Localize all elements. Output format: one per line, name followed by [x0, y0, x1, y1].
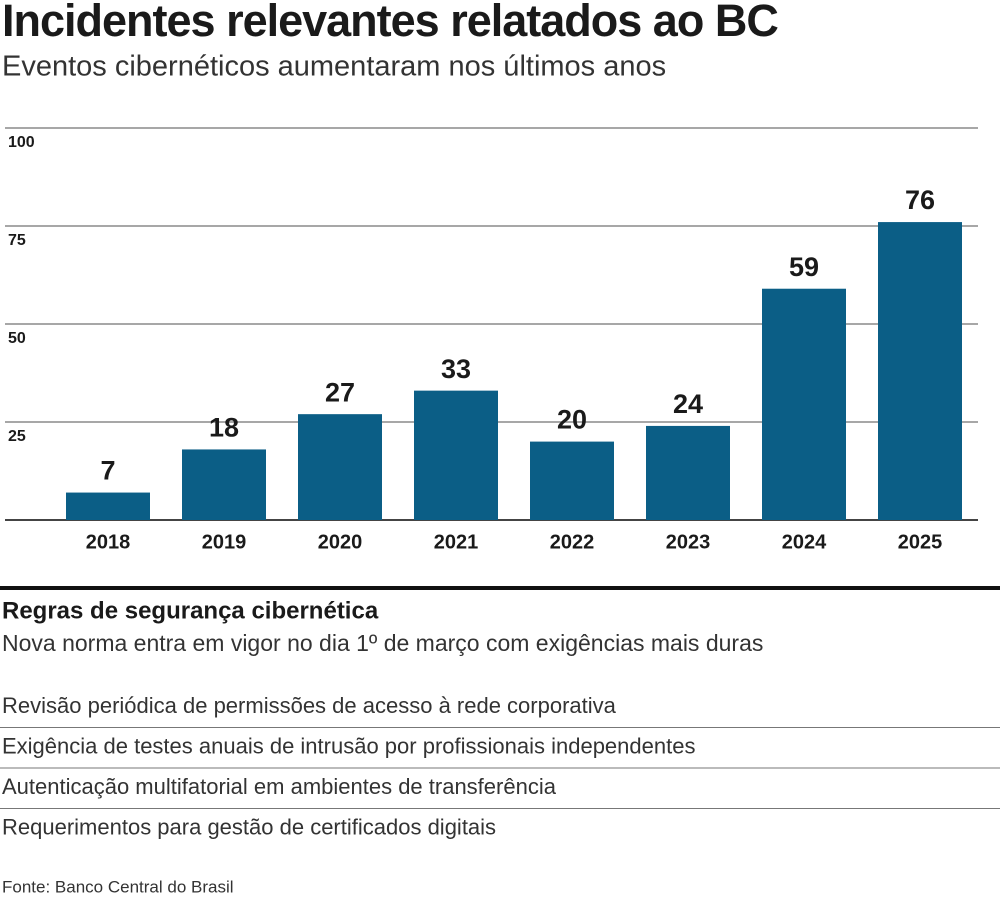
- x-tick-label: 2022: [550, 531, 595, 553]
- value-label: 18: [209, 413, 239, 443]
- rule-item: Exigência de testes anuais de intrusão p…: [2, 733, 695, 758]
- bar: [182, 449, 266, 520]
- x-tick-label: 2018: [86, 531, 131, 553]
- x-tick-label: 2019: [202, 531, 247, 553]
- value-label: 76: [905, 185, 935, 215]
- x-tick-label: 2024: [782, 531, 827, 553]
- y-tick-label: 50: [8, 330, 26, 347]
- bar: [878, 222, 962, 520]
- y-tick-label: 100: [8, 134, 35, 151]
- value-label: 7: [100, 456, 115, 486]
- rule-item: Autenticação multifatorial em ambientes …: [2, 774, 557, 799]
- value-label: 27: [325, 377, 355, 407]
- y-tick-label: 75: [8, 232, 26, 249]
- section-subtitle: Nova norma entra em vigor no dia 1º de m…: [2, 630, 763, 656]
- x-tick-label: 2021: [434, 531, 479, 553]
- bar: [646, 425, 730, 520]
- bar: [298, 414, 382, 520]
- x-tick-label: 2025: [898, 531, 943, 553]
- value-label: 20: [557, 405, 587, 435]
- source: Fonte: Banco Central do Brasil: [2, 877, 234, 896]
- value-label: 24: [673, 389, 703, 419]
- value-label: 59: [789, 252, 819, 282]
- value-label: 33: [441, 354, 471, 384]
- x-tick-label: 2023: [666, 531, 711, 553]
- rule-item: Requerimentos para gestão de certificado…: [2, 814, 496, 839]
- x-tick-label: 2020: [318, 531, 363, 553]
- rule-item: Revisão periódica de permissões de acess…: [2, 693, 617, 718]
- bar: [530, 441, 614, 520]
- section-title: Regras de segurança cibernética: [2, 597, 379, 624]
- bar: [762, 288, 846, 520]
- chart-subtitle: Eventos cibernéticos aumentaram nos últi…: [2, 51, 666, 83]
- y-tick-label: 25: [8, 428, 26, 445]
- bar: [66, 492, 150, 520]
- chart-title: Incidentes relevantes relatados ao BC: [2, 0, 778, 46]
- bar: [414, 390, 498, 520]
